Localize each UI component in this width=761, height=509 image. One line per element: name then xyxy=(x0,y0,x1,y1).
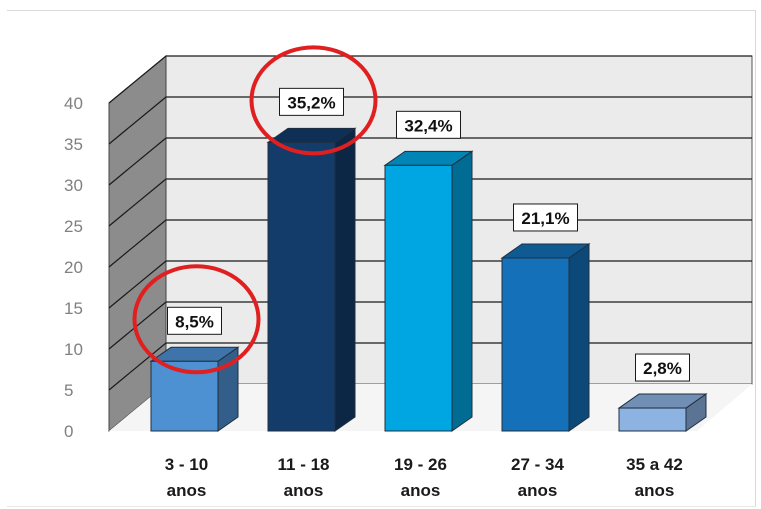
y-tick-label: 40 xyxy=(64,94,83,113)
bar-side xyxy=(451,150,473,432)
gridline xyxy=(108,55,752,104)
data-label-box xyxy=(635,353,690,382)
data-label-box xyxy=(167,306,222,335)
y-tick-label: 20 xyxy=(64,258,83,277)
x-category-label: 3 - 10 anos xyxy=(165,455,208,500)
y-tick-label: 30 xyxy=(64,176,83,195)
y-tick-label: 5 xyxy=(64,381,73,400)
y-tick-label: 15 xyxy=(64,299,83,318)
y-tick-label: 25 xyxy=(64,217,83,236)
y-tick-label: 0 xyxy=(64,422,73,441)
bar-side xyxy=(334,127,356,432)
data-label-box xyxy=(513,203,578,232)
y-tick-label: 10 xyxy=(64,340,83,359)
y-tick-label: 35 xyxy=(64,135,83,154)
x-category-label: 27 - 34 anos xyxy=(511,455,564,500)
bar xyxy=(267,141,336,432)
gridline xyxy=(108,178,752,227)
gridline xyxy=(108,96,752,145)
highlight-ellipse xyxy=(249,45,378,156)
highlight-ellipse xyxy=(132,264,261,375)
bar-side xyxy=(568,243,590,432)
x-category-label: 11 - 18 anos xyxy=(278,455,330,500)
data-label: 32,4% xyxy=(404,116,452,135)
data-label: 2,8% xyxy=(643,359,682,378)
data-label: 35,2% xyxy=(287,93,335,112)
data-label-box xyxy=(279,87,344,116)
bar xyxy=(501,257,570,432)
data-label: 8,5% xyxy=(175,312,214,331)
bar xyxy=(618,407,687,432)
x-category-label: 19 - 26 anos xyxy=(394,455,447,500)
x-category-label: 35 a 42 anos xyxy=(626,455,683,500)
bar xyxy=(384,164,453,432)
data-label: 21,1% xyxy=(521,209,569,228)
data-label-box xyxy=(396,110,461,139)
chart-frame xyxy=(7,10,756,507)
gridline xyxy=(108,137,752,186)
